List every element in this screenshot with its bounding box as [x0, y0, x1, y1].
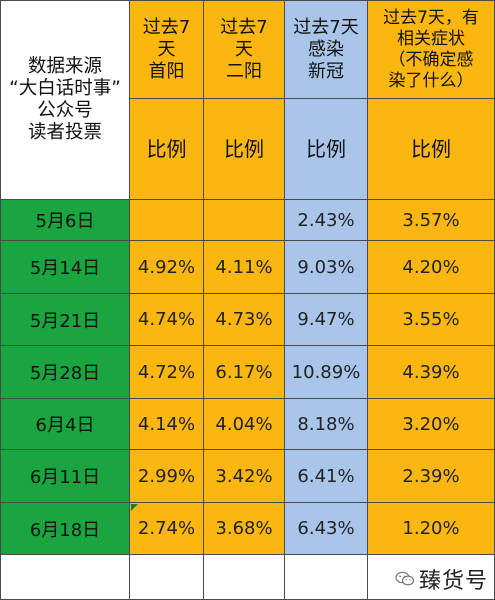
value-cell: 6.41% — [285, 450, 368, 503]
value-cell: 4.04% — [204, 399, 285, 450]
date-cell: 5月21日 — [0, 294, 130, 346]
cell-comment-marker — [131, 504, 138, 511]
infected-value: 8.18% — [297, 413, 355, 435]
value-cell: 3.20% — [368, 399, 495, 450]
second-positive-value: 4.11% — [215, 256, 273, 278]
value-cell: 9.03% — [285, 241, 368, 294]
infected-value: 9.03% — [297, 256, 355, 278]
value-cell: 3.57% — [368, 200, 495, 241]
date-cell: 6月11日 — [0, 450, 130, 503]
value-cell: 4.92% — [130, 241, 204, 294]
infected-value: 9.47% — [297, 309, 355, 330]
unit-cell: 比例 — [204, 99, 285, 200]
date-label: 5月21日 — [29, 310, 101, 332]
value-cell: 10.89% — [285, 346, 368, 399]
second-positive-value: 3.68% — [215, 518, 273, 539]
value-cell — [204, 200, 285, 241]
col-title: 过去7 天 二阳 — [220, 16, 268, 82]
symptoms-value: 4.39% — [402, 361, 460, 383]
value-cell: 6.17% — [204, 346, 285, 399]
infected-value: 6.41% — [297, 465, 355, 487]
unit-label: 比例 — [224, 137, 264, 161]
date-label: 6月4日 — [35, 415, 95, 436]
value-cell: 8.18% — [285, 399, 368, 450]
unit-cell: 比例 — [130, 99, 204, 200]
source-label: 数据来源 “大白话时事” 公众号 读者投票 — [9, 56, 121, 143]
source-header-cell: 数据来源 “大白话时事” 公众号 读者投票 — [0, 0, 130, 200]
infected-value: 10.89% — [291, 361, 361, 383]
symptoms-value: 1.20% — [402, 518, 460, 539]
value-cell: 6.43% — [285, 503, 368, 555]
unit-label: 比例 — [146, 137, 187, 161]
date-cell: 6月4日 — [0, 399, 130, 450]
value-cell: 4.72% — [130, 346, 204, 399]
col-title: 过去7 天 首阳 — [142, 16, 191, 82]
value-cell: 3.68% — [204, 503, 285, 555]
value-cell: 4.39% — [368, 346, 495, 399]
value-cell: 4.20% — [368, 241, 495, 294]
col-title: 过去7天，有 相关症状 （不确定感 染了什么） — [383, 7, 479, 91]
col-title: 过去7天 感染 新冠 — [293, 16, 359, 82]
value-cell: 2.39% — [368, 450, 495, 503]
empty-cell — [0, 555, 130, 600]
unit-label: 比例 — [411, 137, 451, 161]
infected-value: 6.43% — [297, 518, 355, 539]
date-label: 6月11日 — [29, 467, 101, 488]
col-header-first-positive: 过去7 天 首阳 — [130, 0, 204, 99]
value-cell: 2.99% — [130, 450, 204, 503]
first-positive-value: 4.14% — [137, 413, 196, 435]
first-positive-value: 4.74% — [137, 309, 196, 330]
date-cell: 6月18日 — [0, 503, 130, 555]
wechat-icon — [395, 571, 415, 586]
date-label: 5月6日 — [35, 211, 95, 232]
watermark-text: 臻货号 — [418, 569, 488, 594]
value-cell: 4.73% — [204, 294, 285, 346]
date-label: 6月18日 — [29, 519, 101, 541]
empty-cell — [130, 555, 204, 600]
first-positive-value: 2.74% — [137, 518, 196, 539]
empty-cell — [204, 555, 285, 600]
value-cell: 1.20% — [368, 503, 495, 555]
value-cell: 9.47% — [285, 294, 368, 346]
watermark: 臻货号 — [391, 562, 491, 596]
value-cell: 3.55% — [368, 294, 495, 346]
second-positive-value: 6.17% — [215, 361, 273, 383]
first-positive-value: 4.72% — [137, 361, 196, 383]
unit-cell: 比例 — [285, 99, 368, 200]
date-cell: 5月6日 — [0, 200, 130, 241]
value-cell: 2.74% — [130, 503, 204, 555]
value-cell: 4.74% — [130, 294, 204, 346]
col-header-symptoms: 过去7天，有 相关症状 （不确定感 染了什么） — [368, 0, 495, 99]
first-positive-value: 2.99% — [137, 465, 196, 487]
col-header-second-positive: 过去7 天 二阳 — [204, 0, 285, 99]
unit-cell: 比例 — [368, 99, 495, 200]
second-positive-value: 4.73% — [215, 309, 273, 330]
empty-cell — [285, 555, 368, 600]
infected-value: 2.43% — [297, 209, 355, 231]
unit-label: 比例 — [306, 137, 346, 161]
value-cell — [130, 200, 204, 241]
value-cell: 4.14% — [130, 399, 204, 450]
second-positive-value: 3.42% — [215, 465, 273, 487]
col-header-infected: 过去7天 感染 新冠 — [285, 0, 368, 99]
second-positive-value: 4.04% — [215, 413, 273, 435]
first-positive-value: 4.92% — [137, 256, 196, 278]
date-label: 5月28日 — [29, 363, 101, 384]
symptoms-value: 3.57% — [402, 209, 460, 231]
symptoms-value: 3.20% — [402, 413, 460, 435]
value-cell: 2.43% — [285, 200, 368, 241]
symptoms-value: 2.39% — [402, 465, 460, 487]
value-cell: 4.11% — [204, 241, 285, 294]
date-cell: 5月28日 — [0, 346, 130, 399]
symptoms-value: 4.20% — [402, 256, 460, 278]
date-cell: 5月14日 — [0, 241, 130, 294]
symptoms-value: 3.55% — [402, 309, 460, 330]
value-cell: 3.42% — [204, 450, 285, 503]
date-label: 5月14日 — [29, 258, 101, 279]
